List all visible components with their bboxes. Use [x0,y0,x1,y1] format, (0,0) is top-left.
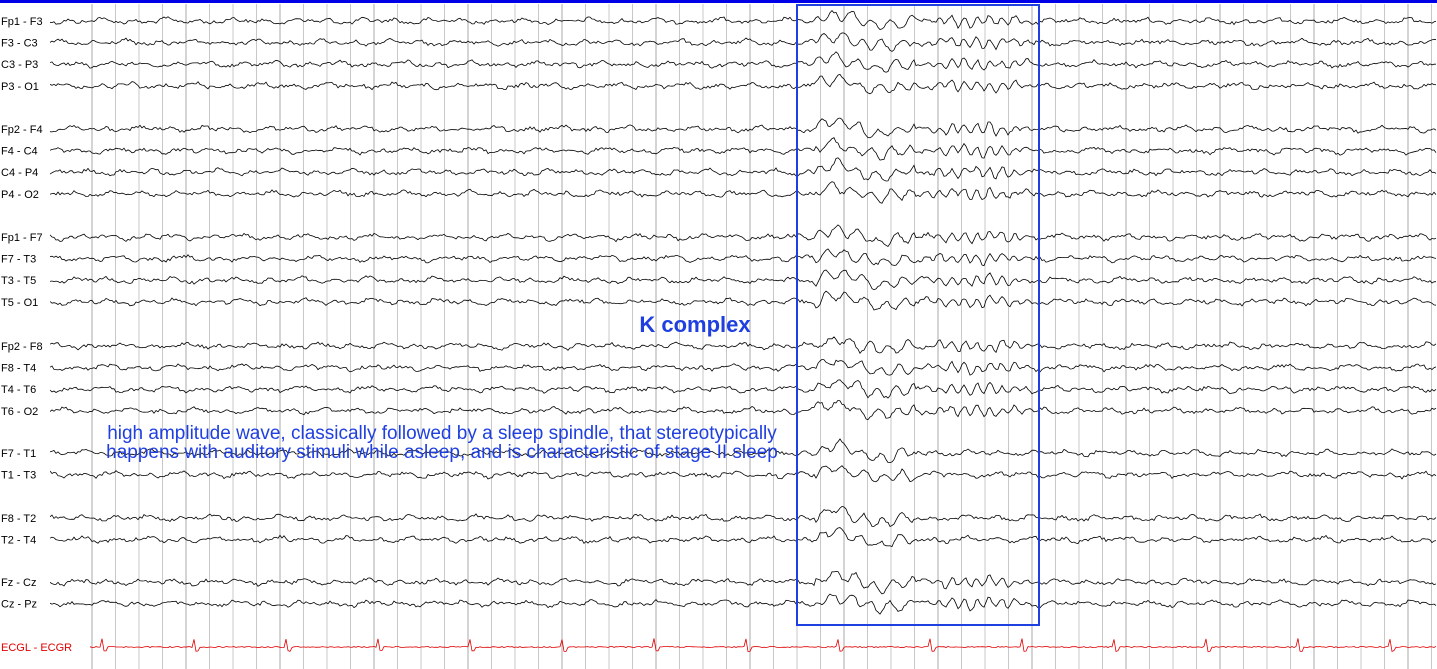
channel-trace [49,465,1437,483]
channel-trace [49,638,1437,653]
channel-label: F4 - C4 [1,146,38,158]
channel-trace [49,336,1437,354]
channel-label: C4 - P4 [1,167,38,179]
channel-label-bg [0,402,50,417]
channel-trace [49,438,1437,464]
channel-trace [49,117,1437,139]
channel-label-bg [0,34,50,49]
channel-trace [49,224,1437,248]
channel-trace [49,137,1437,161]
channel-label: Fp2 - F4 [1,124,43,136]
channel-label-bg [0,466,50,481]
channel-label-bg [0,250,50,265]
channel-label-bg [0,229,50,243]
channel-label: Fp1 - F7 [1,232,43,244]
channel-label: P4 - O2 [1,189,39,201]
channel-label: F8 - T4 [1,363,36,375]
channel-label: Cz - Pz [1,599,37,611]
channel-label-bg [0,359,50,374]
channel-label: Fp1 - F3 [1,16,43,28]
channel-trace [49,358,1437,376]
channel-label: F7 - T3 [1,254,36,266]
channel-label: F7 - T1 [1,448,36,460]
channel-label-bg [0,574,50,588]
channel-trace [49,32,1437,52]
channel-label-bg [0,531,50,546]
channel-labels: Fp1 - F3 F3 - C3 C3 - P3 P3 - O1 Fp2 - F4 F4 … [0,13,90,654]
channel-label: T6 - O2 [1,406,38,418]
top-bar [0,0,1437,3]
eeg-traces [49,10,1437,653]
channel-trace [49,157,1437,182]
channel-label: T2 - T4 [1,535,36,547]
channel-label: Fz - Cz [1,577,36,589]
channel-label-bg [0,381,50,396]
channel-trace [49,73,1437,95]
channel-label-bg [0,121,50,135]
channel-label: F8 - T2 [1,513,36,525]
channel-label-bg [0,56,50,71]
channel-label: T5 - O1 [1,297,38,309]
channel-label-bg [0,293,50,308]
time-grid [91,4,1432,669]
channel-label-bg [0,595,50,610]
channel-trace [49,269,1437,291]
channel-label: T4 - T6 [1,384,36,396]
channel-label-bg [0,185,50,200]
channel-label-bg [0,164,50,179]
channel-label-bg [0,639,90,653]
channel-trace [49,290,1437,311]
channel-trace [49,593,1437,615]
channel-trace [49,51,1436,73]
channel-label-bg [0,445,50,459]
channel-label-bg [0,510,50,524]
channel-label: ECGL - ECGR [1,642,72,654]
channel-label: T1 - T3 [1,470,36,482]
channel-label: C3 - P3 [1,59,38,71]
channel-label-bg [0,13,50,27]
channel-trace [49,379,1437,399]
channel-label-bg [0,338,50,352]
channel-label-bg [0,77,50,92]
k-complex-title: K complex [639,312,751,337]
channel-trace [49,399,1437,421]
channel-label: Fp2 - F8 [1,341,43,353]
channel-label-bg [0,142,50,157]
k-complex-highlight-box [796,4,1040,626]
channel-label: T3 - T5 [1,275,36,287]
channel-label-bg [0,272,50,287]
channel-trace [49,10,1437,30]
channel-label: P3 - O1 [1,81,39,93]
channel-trace [49,248,1437,267]
channel-trace [49,527,1437,548]
channel-trace [49,181,1437,204]
channel-label: F3 - C3 [1,38,38,50]
k-complex-description: high amplitude wave, classically followe… [106,423,778,463]
channel-trace [49,570,1437,595]
channel-trace [49,505,1437,528]
